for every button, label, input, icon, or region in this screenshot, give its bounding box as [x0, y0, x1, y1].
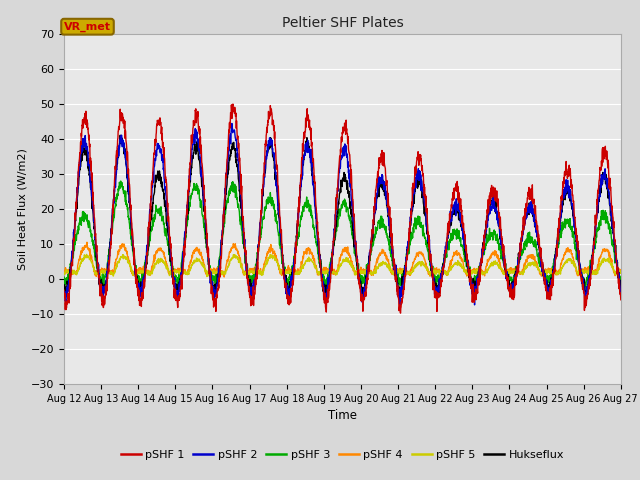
Y-axis label: Soil Heat Flux (W/m2): Soil Heat Flux (W/m2) — [18, 148, 28, 270]
Title: Peltier SHF Plates: Peltier SHF Plates — [282, 16, 403, 30]
X-axis label: Time: Time — [328, 409, 357, 422]
Text: VR_met: VR_met — [64, 22, 111, 32]
Legend: pSHF 1, pSHF 2, pSHF 3, pSHF 4, pSHF 5, Hukseflux: pSHF 1, pSHF 2, pSHF 3, pSHF 4, pSHF 5, … — [116, 445, 569, 465]
